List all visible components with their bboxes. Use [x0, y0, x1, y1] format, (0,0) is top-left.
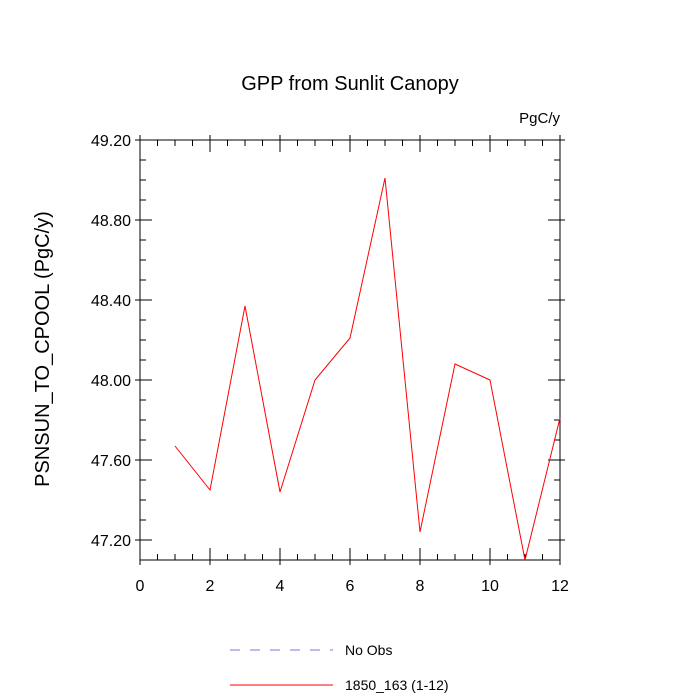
- y-tick-label: 48.00: [91, 373, 131, 390]
- y-tick-label: 49.20: [91, 133, 131, 150]
- x-tick-label: 2: [206, 578, 215, 595]
- x-tick-label: 4: [276, 578, 285, 595]
- legend: No Obs 1850_163 (1-12): [230, 642, 449, 693]
- legend-entry-label: 1850_163 (1-12): [345, 677, 449, 693]
- x-tick-labels: 0 2 4 6 8 10 12: [136, 578, 569, 595]
- plot-frame: [139, 139, 561, 561]
- y-tick-labels: 47.20 47.60 48.00 48.40 48.80 49.20: [91, 133, 131, 550]
- series-line: [174, 177, 561, 561]
- x-tick-label: 12: [551, 578, 569, 595]
- y-axis-label: PSNSUN_TO_CPOOL (PgC/y): [32, 211, 54, 487]
- x-tick-label: 10: [481, 578, 499, 595]
- y-tick-label: 47.60: [91, 453, 131, 470]
- units-label: PgC/y: [519, 110, 560, 127]
- axis-ticks: [135, 135, 565, 565]
- x-tick-label: 8: [416, 578, 425, 595]
- y-tick-label: 48.40: [91, 293, 131, 310]
- legend-entry-label: No Obs: [345, 642, 392, 658]
- y-tick-label: 47.20: [91, 533, 131, 550]
- series-layer: [174, 177, 561, 561]
- x-tick-label: 0: [136, 578, 145, 595]
- x-tick-label: 6: [346, 578, 355, 595]
- y-tick-label: 48.80: [91, 213, 131, 230]
- chart-title: GPP from Sunlit Canopy: [241, 73, 459, 95]
